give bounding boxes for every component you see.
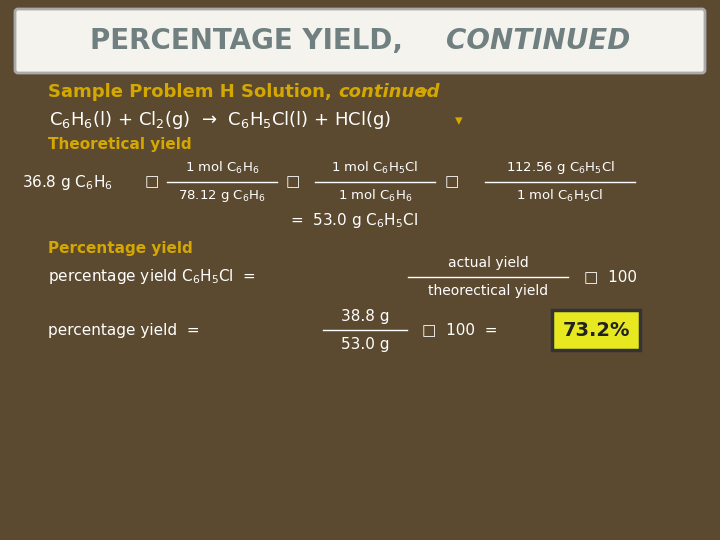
- Text: =  53.0 g C$_6$H$_5$Cl: = 53.0 g C$_6$H$_5$Cl: [290, 211, 418, 229]
- Text: 73.2%: 73.2%: [562, 321, 630, 340]
- Text: percentage yield C$_6$H$_5$Cl  =: percentage yield C$_6$H$_5$Cl =: [48, 267, 256, 287]
- Text: 53.0 g: 53.0 g: [341, 336, 390, 352]
- Text: Theoretical yield: Theoretical yield: [48, 138, 192, 152]
- Text: □  100  =: □ 100 =: [422, 322, 498, 338]
- Text: percentage yield  =: percentage yield =: [48, 322, 199, 338]
- Text: 112.56 g C$_6$H$_5$Cl: 112.56 g C$_6$H$_5$Cl: [505, 159, 614, 177]
- Text: 1 mol C$_6$H$_5$Cl: 1 mol C$_6$H$_5$Cl: [331, 160, 418, 176]
- Text: 78.12 g C$_6$H$_6$: 78.12 g C$_6$H$_6$: [178, 188, 266, 204]
- FancyBboxPatch shape: [15, 9, 705, 73]
- Text: 36.8 g C$_6$H$_6$: 36.8 g C$_6$H$_6$: [22, 172, 113, 192]
- Text: actual yield: actual yield: [448, 256, 528, 270]
- Text: 1 mol C$_6$H$_5$Cl: 1 mol C$_6$H$_5$Cl: [516, 188, 603, 204]
- Text: Percentage yield: Percentage yield: [48, 240, 193, 255]
- Text: ▾: ▾: [455, 113, 463, 129]
- Text: □  100: □ 100: [584, 269, 637, 285]
- Bar: [552, 310, 640, 350]
- Text: 1 mol C$_6$H$_6$: 1 mol C$_6$H$_6$: [185, 160, 259, 176]
- Text: 1 mol C$_6$H$_6$: 1 mol C$_6$H$_6$: [338, 188, 413, 204]
- Text: □: □: [445, 174, 459, 190]
- Text: □: □: [145, 174, 159, 190]
- Text: ▾: ▾: [420, 85, 428, 100]
- Text: CONTINUED: CONTINUED: [446, 27, 630, 55]
- Text: □: □: [286, 174, 300, 190]
- Text: Sample Problem H Solution,: Sample Problem H Solution,: [48, 83, 332, 101]
- Text: C$_6$H$_6$(l) + Cl$_2$(g)  →  C$_6$H$_5$Cl(l) + HCl(g): C$_6$H$_6$(l) + Cl$_2$(g) → C$_6$H$_5$Cl…: [49, 109, 391, 131]
- Text: theorectical yield: theorectical yield: [428, 284, 548, 298]
- Text: PERCENTAGE YIELD,: PERCENTAGE YIELD,: [90, 27, 403, 55]
- Text: 38.8 g: 38.8 g: [341, 308, 390, 323]
- Text: continued: continued: [338, 83, 439, 101]
